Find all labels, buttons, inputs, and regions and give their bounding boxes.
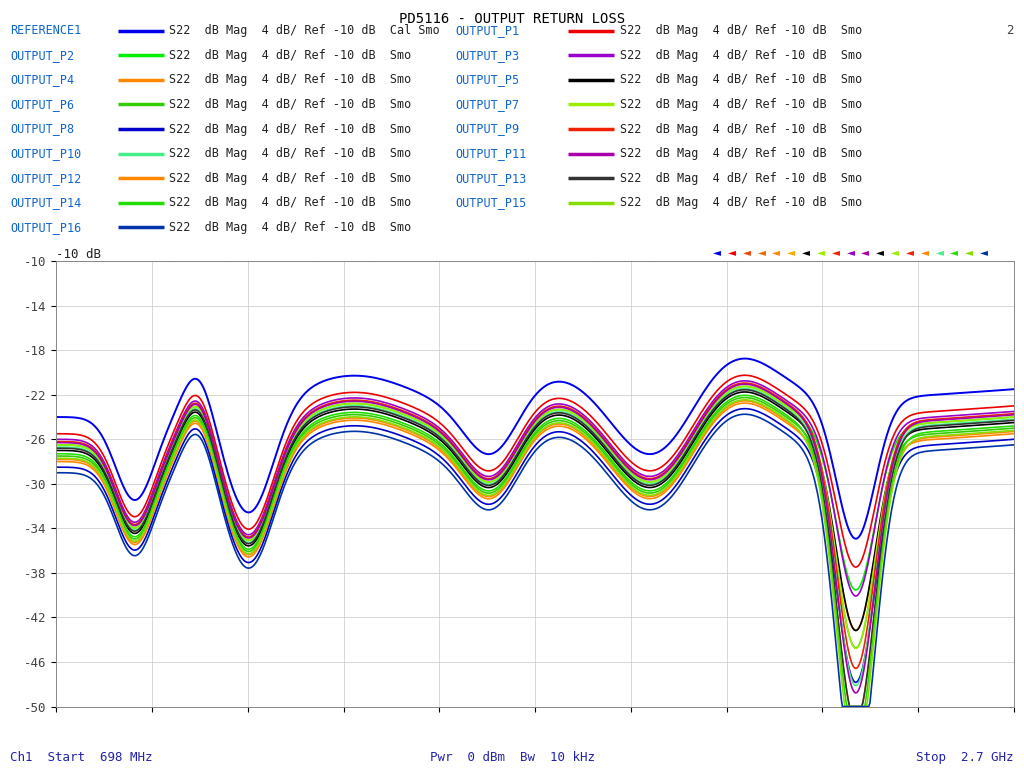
Text: ◄: ◄ xyxy=(936,247,943,257)
Text: OUTPUT_P7: OUTPUT_P7 xyxy=(456,98,520,111)
Text: S22  dB Mag  4 dB/ Ref -10 dB  Smo: S22 dB Mag 4 dB/ Ref -10 dB Smo xyxy=(169,123,412,135)
Text: S22  dB Mag  4 dB/ Ref -10 dB  Smo: S22 dB Mag 4 dB/ Ref -10 dB Smo xyxy=(169,147,412,160)
Text: OUTPUT_P3: OUTPUT_P3 xyxy=(456,49,520,61)
Text: OUTPUT_P1: OUTPUT_P1 xyxy=(456,25,520,37)
Text: ◄: ◄ xyxy=(758,247,766,257)
Text: ◄: ◄ xyxy=(742,247,751,257)
Text: S22  dB Mag  4 dB/ Ref -10 dB  Smo: S22 dB Mag 4 dB/ Ref -10 dB Smo xyxy=(620,49,862,61)
Text: S22  dB Mag  4 dB/ Ref -10 dB  Cal Smo: S22 dB Mag 4 dB/ Ref -10 dB Cal Smo xyxy=(169,25,439,37)
Text: PD5116 - OUTPUT RETURN LOSS: PD5116 - OUTPUT RETURN LOSS xyxy=(399,12,625,25)
Text: ◄: ◄ xyxy=(713,247,721,257)
Text: S22  dB Mag  4 dB/ Ref -10 dB  Smo: S22 dB Mag 4 dB/ Ref -10 dB Smo xyxy=(169,221,412,233)
Text: S22  dB Mag  4 dB/ Ref -10 dB  Smo: S22 dB Mag 4 dB/ Ref -10 dB Smo xyxy=(169,74,412,86)
Text: OUTPUT_P15: OUTPUT_P15 xyxy=(456,197,527,209)
Text: OUTPUT_P5: OUTPUT_P5 xyxy=(456,74,520,86)
Text: OUTPUT_P9: OUTPUT_P9 xyxy=(456,123,520,135)
Text: ◄: ◄ xyxy=(980,247,988,257)
Text: S22  dB Mag  4 dB/ Ref -10 dB  Smo: S22 dB Mag 4 dB/ Ref -10 dB Smo xyxy=(620,147,862,160)
Text: OUTPUT_P10: OUTPUT_P10 xyxy=(10,147,82,160)
Text: S22  dB Mag  4 dB/ Ref -10 dB  Smo: S22 dB Mag 4 dB/ Ref -10 dB Smo xyxy=(620,172,862,184)
Text: OUTPUT_P11: OUTPUT_P11 xyxy=(456,147,527,160)
Text: ◄: ◄ xyxy=(831,247,840,257)
Text: OUTPUT_P4: OUTPUT_P4 xyxy=(10,74,75,86)
Text: S22  dB Mag  4 dB/ Ref -10 dB  Smo: S22 dB Mag 4 dB/ Ref -10 dB Smo xyxy=(620,197,862,209)
Text: ◄: ◄ xyxy=(787,247,796,257)
Text: ◄: ◄ xyxy=(877,247,884,257)
Text: OUTPUT_P2: OUTPUT_P2 xyxy=(10,49,75,61)
Text: Ch1  Start  698 MHz: Ch1 Start 698 MHz xyxy=(10,751,153,764)
Text: S22  dB Mag  4 dB/ Ref -10 dB  Smo: S22 dB Mag 4 dB/ Ref -10 dB Smo xyxy=(620,74,862,86)
Text: S22  dB Mag  4 dB/ Ref -10 dB  Smo: S22 dB Mag 4 dB/ Ref -10 dB Smo xyxy=(620,123,862,135)
Text: ◄: ◄ xyxy=(847,247,854,257)
Text: ◄: ◄ xyxy=(802,247,810,257)
Text: ◄: ◄ xyxy=(861,247,869,257)
Text: REFERENCE1: REFERENCE1 xyxy=(10,25,82,37)
Text: ◄: ◄ xyxy=(906,247,913,257)
Text: S22  dB Mag  4 dB/ Ref -10 dB  Smo: S22 dB Mag 4 dB/ Ref -10 dB Smo xyxy=(169,197,412,209)
Text: S22  dB Mag  4 dB/ Ref -10 dB  Smo: S22 dB Mag 4 dB/ Ref -10 dB Smo xyxy=(169,98,412,111)
Text: ◄: ◄ xyxy=(966,247,973,257)
Text: S22  dB Mag  4 dB/ Ref -10 dB  Smo: S22 dB Mag 4 dB/ Ref -10 dB Smo xyxy=(169,172,412,184)
Text: ◄: ◄ xyxy=(950,247,958,257)
Text: OUTPUT_P13: OUTPUT_P13 xyxy=(456,172,527,184)
Text: ◄: ◄ xyxy=(817,247,825,257)
Text: OUTPUT_P14: OUTPUT_P14 xyxy=(10,197,82,209)
Text: ◄: ◄ xyxy=(772,247,780,257)
Text: OUTPUT_P12: OUTPUT_P12 xyxy=(10,172,82,184)
Text: Stop  2.7 GHz: Stop 2.7 GHz xyxy=(916,751,1014,764)
Text: ◄: ◄ xyxy=(921,247,929,257)
Text: 2: 2 xyxy=(1007,25,1014,37)
Text: ◄: ◄ xyxy=(728,247,736,257)
Text: S22  dB Mag  4 dB/ Ref -10 dB  Smo: S22 dB Mag 4 dB/ Ref -10 dB Smo xyxy=(620,98,862,111)
Text: ◄: ◄ xyxy=(891,247,899,257)
Text: S22  dB Mag  4 dB/ Ref -10 dB  Smo: S22 dB Mag 4 dB/ Ref -10 dB Smo xyxy=(620,25,862,37)
Text: OUTPUT_P6: OUTPUT_P6 xyxy=(10,98,75,111)
Text: -10 dB: -10 dB xyxy=(56,248,101,261)
Text: S22  dB Mag  4 dB/ Ref -10 dB  Smo: S22 dB Mag 4 dB/ Ref -10 dB Smo xyxy=(169,49,412,61)
Text: OUTPUT_P16: OUTPUT_P16 xyxy=(10,221,82,233)
Text: OUTPUT_P8: OUTPUT_P8 xyxy=(10,123,75,135)
Text: Pwr  0 dBm  Bw  10 kHz: Pwr 0 dBm Bw 10 kHz xyxy=(429,751,595,764)
